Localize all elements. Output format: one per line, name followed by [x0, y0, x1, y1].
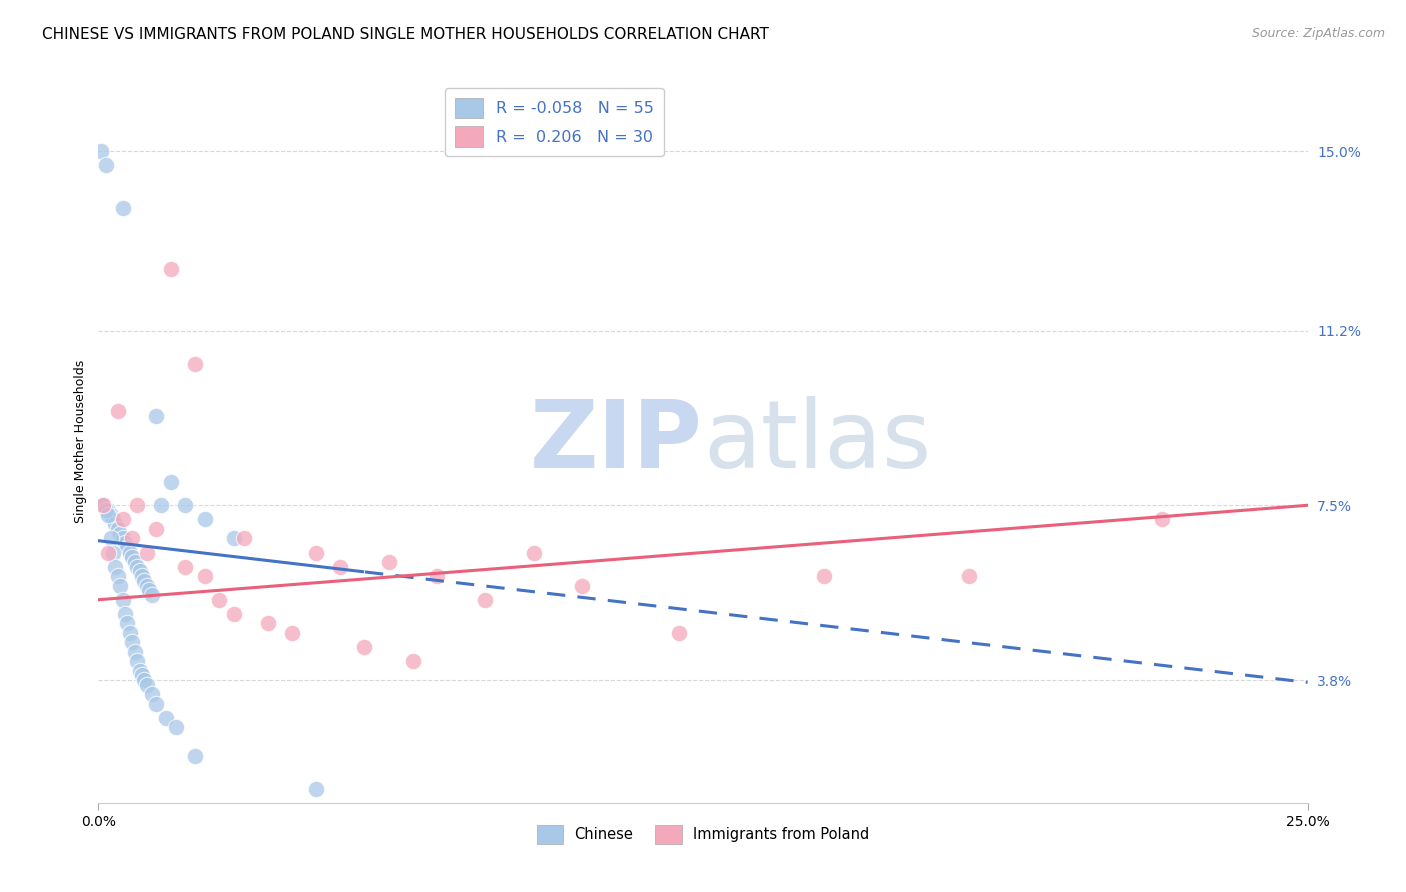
Point: [108, 578, 131, 592]
Point: [128, 664, 150, 678]
Point: [94, 158, 117, 172]
Point: [100, 532, 122, 546]
Point: [117, 616, 139, 631]
Point: [107, 522, 129, 536]
Point: [118, 545, 141, 559]
Point: [329, 559, 352, 574]
Point: [426, 569, 449, 583]
Point: [523, 545, 546, 559]
Point: [194, 512, 217, 526]
Point: [145, 697, 167, 711]
Point: [256, 616, 278, 631]
Point: [155, 711, 177, 725]
Point: [97, 545, 120, 559]
Point: [128, 565, 150, 579]
Point: [91, 498, 114, 512]
Point: [141, 687, 163, 701]
Point: [131, 569, 153, 583]
Point: [957, 569, 980, 583]
Point: [194, 569, 217, 583]
Point: [134, 673, 156, 687]
Legend: Chinese, Immigrants from Poland: Chinese, Immigrants from Poland: [530, 819, 876, 850]
Point: [127, 498, 149, 512]
Point: [160, 262, 183, 277]
Point: [160, 475, 183, 489]
Point: [474, 592, 496, 607]
Point: [91, 498, 114, 512]
Point: [101, 512, 124, 526]
Point: [121, 635, 143, 649]
Point: [101, 545, 124, 559]
Point: [111, 201, 134, 215]
Point: [668, 625, 690, 640]
Point: [138, 583, 160, 598]
Point: [117, 541, 139, 555]
Point: [134, 574, 156, 588]
Point: [127, 559, 149, 574]
Point: [114, 607, 136, 621]
Point: [377, 555, 399, 569]
Point: [97, 508, 120, 522]
Point: [111, 512, 134, 526]
Point: [174, 559, 197, 574]
Point: [135, 578, 157, 592]
Point: [305, 781, 328, 796]
Point: [232, 532, 254, 546]
Text: Source: ZipAtlas.com: Source: ZipAtlas.com: [1251, 27, 1385, 40]
Point: [104, 517, 127, 532]
Point: [135, 678, 157, 692]
Point: [141, 588, 163, 602]
Point: [114, 536, 136, 550]
Point: [124, 555, 146, 569]
Point: [104, 559, 127, 574]
Point: [100, 508, 122, 522]
Point: [121, 550, 143, 565]
Point: [91, 498, 114, 512]
Point: [222, 532, 245, 546]
Point: [107, 404, 129, 418]
Point: [127, 654, 149, 668]
Point: [118, 625, 141, 640]
Point: [353, 640, 375, 654]
Point: [94, 503, 117, 517]
Point: [135, 545, 157, 559]
Point: [222, 607, 245, 621]
Point: [121, 532, 143, 546]
Point: [111, 592, 134, 607]
Point: [131, 668, 153, 682]
Point: [571, 578, 593, 592]
Point: [184, 357, 207, 371]
Point: [165, 720, 187, 734]
Point: [1152, 512, 1174, 526]
Point: [124, 645, 146, 659]
Point: [281, 625, 304, 640]
Y-axis label: Single Mother Households: Single Mother Households: [75, 359, 87, 524]
Point: [208, 592, 231, 607]
Point: [107, 569, 129, 583]
Point: [150, 498, 173, 512]
Text: atlas: atlas: [703, 395, 931, 488]
Point: [111, 532, 134, 546]
Text: ZIP: ZIP: [530, 395, 703, 488]
Point: [108, 526, 131, 541]
Point: [174, 498, 197, 512]
Text: CHINESE VS IMMIGRANTS FROM POLAND SINGLE MOTHER HOUSEHOLDS CORRELATION CHART: CHINESE VS IMMIGRANTS FROM POLAND SINGLE…: [42, 27, 769, 42]
Point: [90, 144, 112, 158]
Point: [402, 654, 425, 668]
Point: [305, 545, 328, 559]
Point: [813, 569, 835, 583]
Point: [145, 409, 167, 423]
Point: [93, 498, 115, 512]
Point: [145, 522, 167, 536]
Point: [97, 503, 120, 517]
Point: [184, 748, 207, 763]
